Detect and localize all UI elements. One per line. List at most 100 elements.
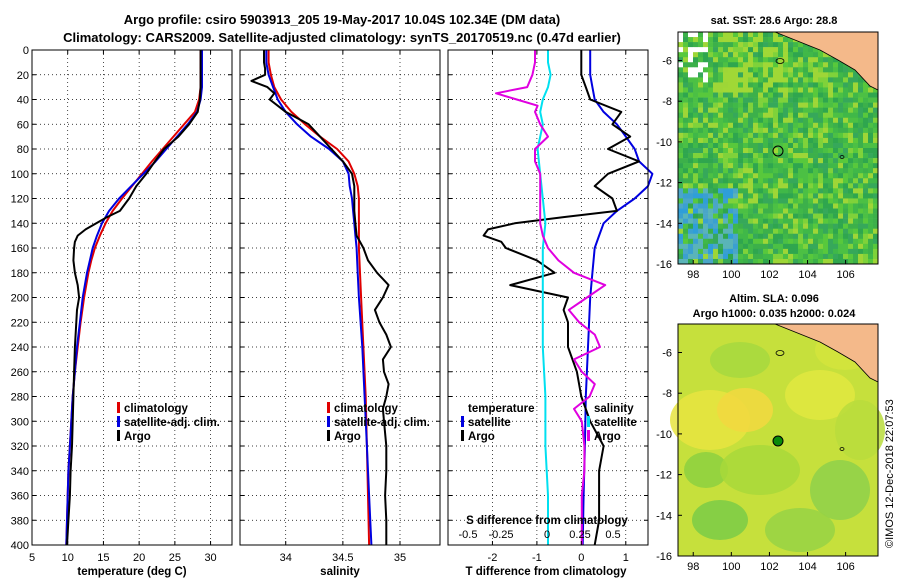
lon-tick-label: 98 bbox=[687, 561, 699, 573]
legend-label-sal-argo: Argo bbox=[594, 431, 621, 443]
s-diff-tick-label: 0.5 bbox=[605, 529, 620, 541]
sla-map-title-line1: Altim. SLA: 0.096 bbox=[729, 293, 819, 305]
depth-tick-label: 0 bbox=[23, 45, 29, 57]
temperature-legend: climatology satellite-adj. clim. Argo bbox=[117, 402, 220, 443]
sla-map-frame bbox=[677, 323, 879, 557]
lat-tick-label: -16 bbox=[656, 551, 672, 563]
series-line-temperature-argo bbox=[482, 50, 641, 546]
x-tick-label: 20 bbox=[133, 552, 145, 564]
depth-tick-label: 300 bbox=[11, 416, 29, 428]
x-tick-label: 10 bbox=[62, 552, 74, 564]
difference-legend-temperature: temperature satellite Argo bbox=[461, 403, 534, 443]
s-diff-tick-label: -0.5 bbox=[459, 529, 478, 541]
series-line-salinity-argo bbox=[495, 50, 607, 545]
x-tick-label: 25 bbox=[169, 552, 181, 564]
s-diff-tick-label: 0 bbox=[544, 529, 550, 541]
series-line-satellite-adj-clim- bbox=[65, 50, 203, 546]
difference-legend-salinity: salinity satellite Argo bbox=[587, 403, 637, 443]
x-tick-label: 5 bbox=[29, 552, 35, 564]
s-diff-tick-label: 0.25 bbox=[569, 529, 590, 541]
island bbox=[839, 447, 845, 451]
depth-tick-label: 40 bbox=[17, 95, 29, 107]
depth-tick-label: 200 bbox=[11, 293, 29, 305]
lat-tick-label: -16 bbox=[656, 259, 672, 271]
series-line-satellite-adj-clim- bbox=[265, 50, 373, 546]
s-diff-tick-label: -0.25 bbox=[488, 529, 513, 541]
island bbox=[775, 350, 785, 356]
depth-tick-label: 340 bbox=[11, 466, 29, 478]
legend-swatch-climatology bbox=[327, 402, 330, 413]
sst-map-frame bbox=[677, 31, 879, 265]
sla-map-title-line2: Argo h1000: 0.035 h2000: 0.024 bbox=[693, 308, 857, 320]
depth-tick-label: 60 bbox=[17, 119, 29, 131]
depth-tick-label: 380 bbox=[11, 515, 29, 527]
depth-tick-label: 80 bbox=[17, 144, 29, 156]
x-tick-label: 30 bbox=[204, 552, 216, 564]
lon-tick-label: 106 bbox=[836, 561, 854, 573]
depth-tick-label: 140 bbox=[11, 218, 29, 230]
x-tick-label: 0 bbox=[578, 552, 584, 564]
legend-swatch-sal-argo bbox=[587, 430, 590, 441]
argo-location-marker bbox=[772, 435, 784, 447]
lat-tick-label: -12 bbox=[656, 178, 672, 190]
lon-tick-label: 102 bbox=[760, 269, 778, 281]
series-line-temperature-satellite bbox=[581, 50, 654, 546]
legend-swatch-climatology bbox=[117, 402, 120, 413]
s-difference-xlabel: S difference from climatology bbox=[466, 515, 628, 527]
t-difference-xlabel: T difference from climatology bbox=[465, 566, 627, 578]
island bbox=[839, 155, 845, 159]
temperature-panel: 0 20 40 60 80 100 120 140 160 180 200 220 240 260 280 3… bbox=[11, 45, 233, 578]
lat-tick-label: -14 bbox=[656, 510, 672, 522]
difference-panel: -2 -1 0 1 -0.5 -0.25 0 0.25 0.5 T difference fr… bbox=[447, 49, 654, 578]
legend-label-sal-satellite: satellite bbox=[594, 417, 637, 429]
depth-tick-label: 220 bbox=[11, 317, 29, 329]
legend-label-temp-argo: Argo bbox=[468, 431, 495, 443]
figure-title-line1: Argo profile: csiro 5903913_205 19-May-2… bbox=[124, 12, 560, 27]
lon-tick-label: 98 bbox=[687, 269, 699, 281]
lon-tick-label: 104 bbox=[798, 269, 816, 281]
series-line-salinity-satellite bbox=[536, 50, 552, 545]
depth-tick-label: 240 bbox=[11, 342, 29, 354]
x-tick-label: 15 bbox=[97, 552, 109, 564]
legend-swatch-temp-satellite bbox=[461, 416, 464, 427]
imos-credit: ©IMOS 12-Dec-2018 22:07:53 bbox=[884, 399, 896, 548]
legend-swatch-argo bbox=[327, 430, 330, 441]
depth-tick-label: 180 bbox=[11, 268, 29, 280]
argo-location-marker bbox=[772, 145, 784, 157]
lon-tick-label: 100 bbox=[722, 269, 740, 281]
x-tick-label: 34.5 bbox=[332, 552, 353, 564]
depth-tick-label: 20 bbox=[17, 70, 29, 82]
x-tick-label: 1 bbox=[623, 552, 629, 564]
legend-label-climatology: climatology bbox=[124, 403, 189, 415]
lat-tick-label: -8 bbox=[662, 388, 672, 400]
x-tick-label: 34 bbox=[280, 552, 292, 564]
legend-title-salinity: salinity bbox=[594, 403, 634, 415]
legend-swatch-satellite-adj bbox=[117, 416, 120, 427]
depth-tick-label: 100 bbox=[11, 169, 29, 181]
series-line-argo bbox=[250, 50, 392, 545]
series-line-climatology bbox=[267, 50, 371, 546]
island bbox=[775, 58, 785, 64]
lon-tick-label: 104 bbox=[798, 561, 816, 573]
legend-label-argo: Argo bbox=[124, 431, 151, 443]
series-line-argo bbox=[66, 50, 202, 546]
sla-map: Altim. SLA: 0.096 Argo h1000: 0.035 h200… bbox=[656, 293, 885, 573]
x-tick-label: -2 bbox=[488, 552, 498, 564]
salinity-xlabel: salinity bbox=[320, 566, 360, 578]
salinity-legend: climatology satellite-adj. clim. Argo bbox=[327, 402, 430, 443]
lat-tick-label: -10 bbox=[656, 429, 672, 441]
depth-tick-label: 160 bbox=[11, 243, 29, 255]
lat-tick-label: -6 bbox=[662, 55, 672, 67]
depth-tick-label: 320 bbox=[11, 441, 29, 453]
legend-label-satellite-adj: satellite-adj. clim. bbox=[124, 417, 220, 429]
salinity-panel: 34 34.5 35 salinity climatology satellite-… bbox=[239, 49, 441, 578]
temperature-xlabel: temperature (deg C) bbox=[77, 566, 186, 578]
lat-tick-label: -8 bbox=[662, 96, 672, 108]
depth-tick-label: 400 bbox=[11, 540, 29, 552]
legend-label-argo: Argo bbox=[334, 431, 361, 443]
legend-swatch-temp-argo bbox=[461, 430, 464, 441]
lon-tick-label: 102 bbox=[760, 561, 778, 573]
depth-tick-label: 280 bbox=[11, 392, 29, 404]
depth-tick-label: 120 bbox=[11, 194, 29, 206]
